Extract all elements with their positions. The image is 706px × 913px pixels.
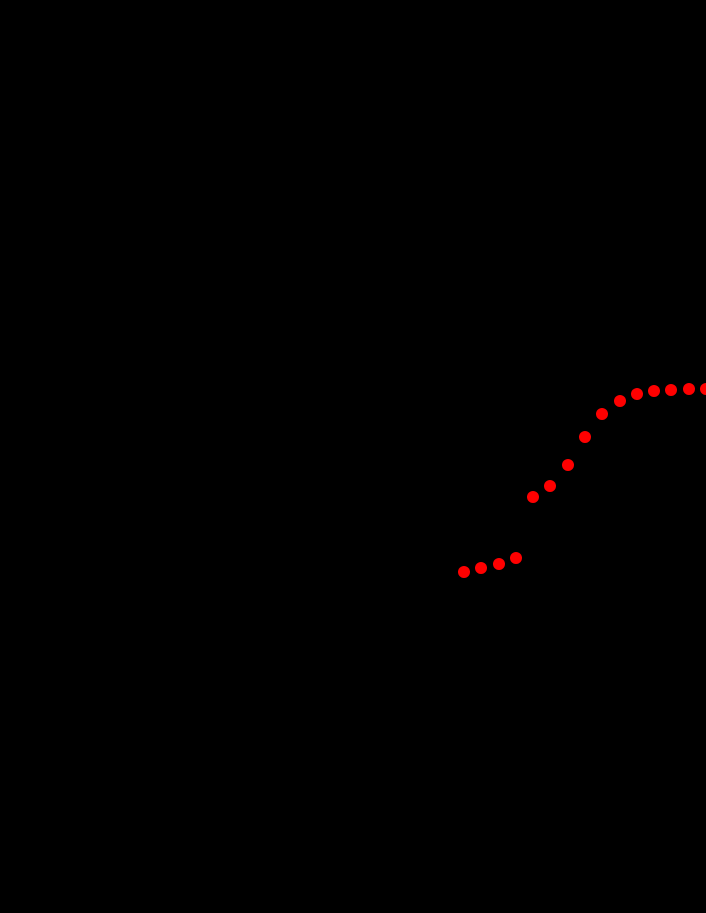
data-point (579, 431, 591, 443)
data-point (527, 491, 539, 503)
data-point (683, 383, 695, 395)
data-point (544, 480, 556, 492)
data-point (493, 558, 505, 570)
data-point (631, 388, 643, 400)
data-point (510, 552, 522, 564)
data-point (596, 408, 608, 420)
data-point (700, 383, 706, 395)
data-point (562, 459, 574, 471)
data-point (458, 566, 470, 578)
data-point (475, 562, 487, 574)
data-point (648, 385, 660, 397)
data-point (665, 384, 677, 396)
data-point (614, 395, 626, 407)
data-series (458, 383, 706, 578)
